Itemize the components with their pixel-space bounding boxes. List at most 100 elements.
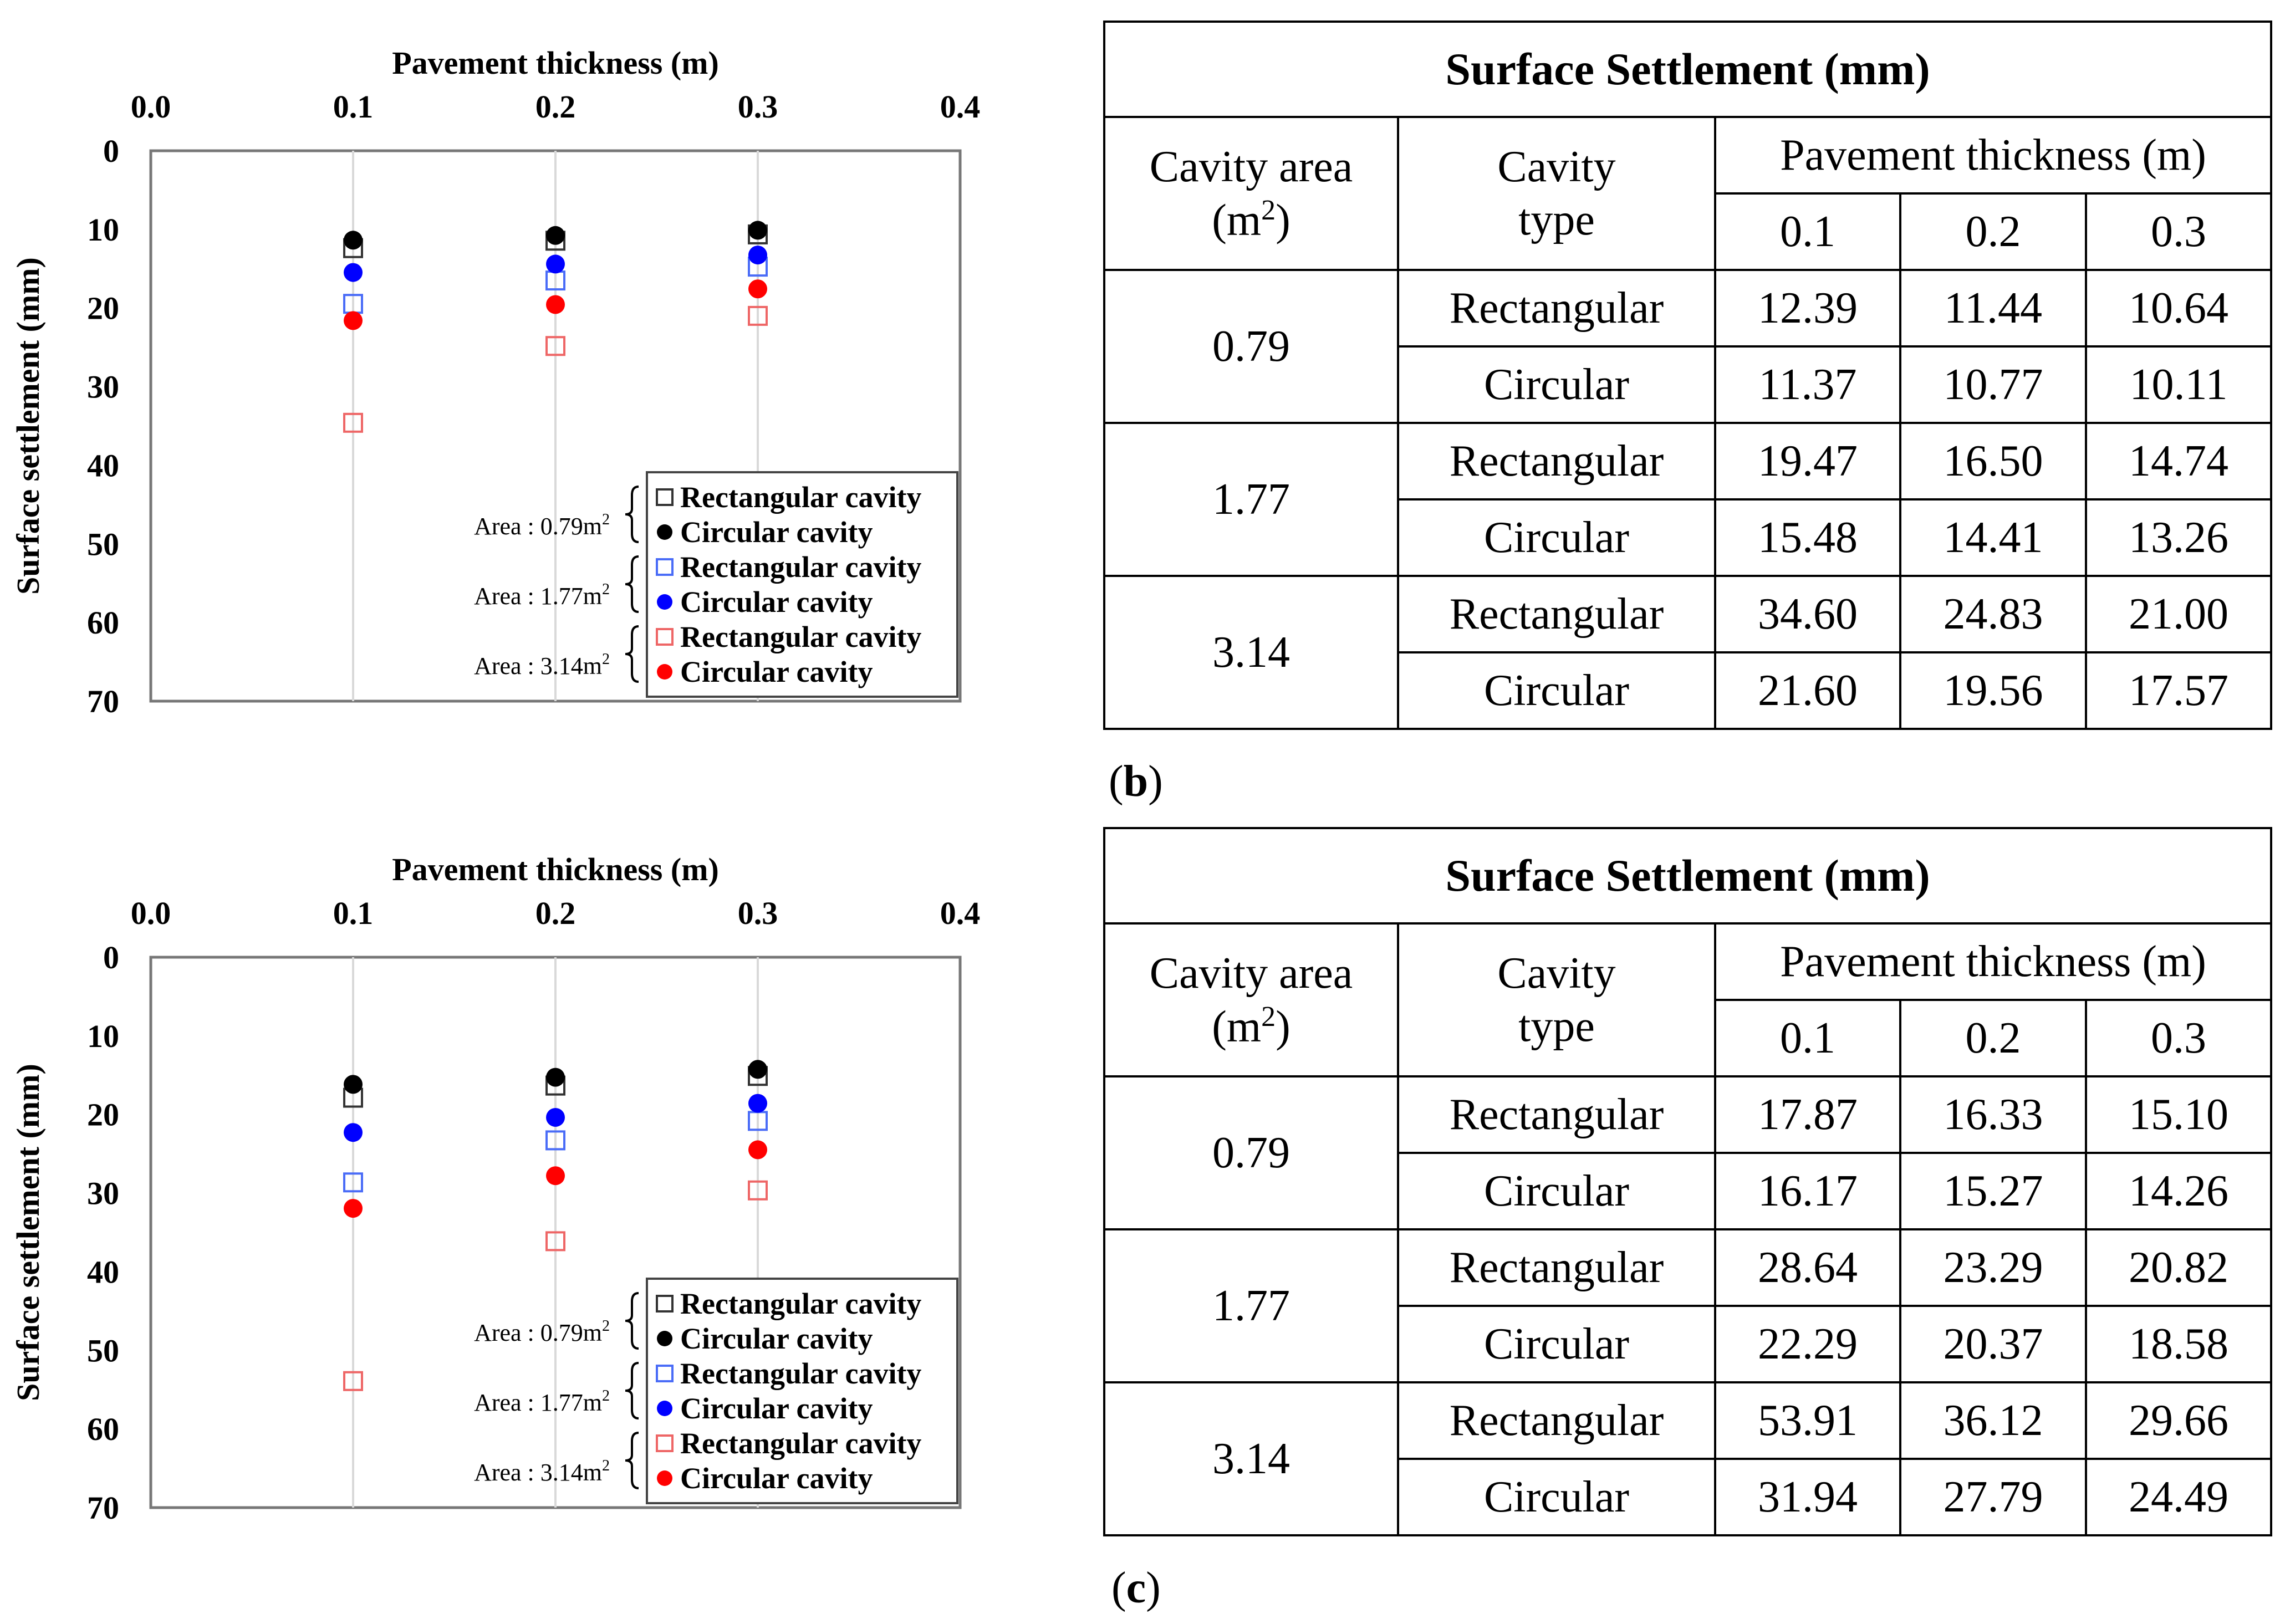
value-cell: 22.29 xyxy=(1714,1305,1901,1383)
header-cavity-type: Cavity type xyxy=(1397,116,1716,271)
legend-entry-label: Circular cavity xyxy=(680,1392,873,1425)
data-point-circle xyxy=(546,226,565,245)
value-cell: 10.64 xyxy=(2084,269,2273,348)
value-cell: 27.79 xyxy=(1899,1458,2087,1536)
data-point-circle xyxy=(344,1075,363,1094)
value-cell: 14.26 xyxy=(2084,1152,2273,1230)
data-point-square xyxy=(343,1172,363,1193)
value-cell: 36.12 xyxy=(1899,1381,2087,1460)
table-row: 0.79 Rectangular 12.39 11.44 10.64 xyxy=(1103,269,2273,424)
table-row: 3.14 Rectangular 34.60 24.83 21.00 xyxy=(1103,575,2273,730)
table-row: Circular 31.94 27.79 24.49 xyxy=(1104,1458,2273,1536)
caption-c: (c) xyxy=(1111,1564,1161,1612)
header-thickness-0: 0.1 xyxy=(1714,999,1901,1077)
header-cavity-area-label: Cavity area xyxy=(1149,142,1353,191)
y-tick-label: 0 xyxy=(103,939,119,976)
legend-marker-square xyxy=(656,628,674,646)
data-point-circle xyxy=(344,311,363,330)
data-point-circle xyxy=(546,254,565,274)
area-cell: 0.79 xyxy=(1103,1075,1399,1230)
type-cell: Rectangular xyxy=(1397,1228,1716,1307)
header-thickness-1: 0.2 xyxy=(1899,999,2087,1077)
legend-group-label: Area : 3.14m2 xyxy=(474,651,610,680)
data-point-square xyxy=(748,305,768,326)
value-cell: 24.49 xyxy=(2084,1458,2273,1536)
data-point-circle xyxy=(748,246,767,265)
table-row: Circular 21.60 19.56 17.57 xyxy=(1104,651,2273,730)
legend-box xyxy=(646,471,958,698)
legend-entry-label: Circular cavity xyxy=(680,1462,873,1495)
header-cavity-area-label: Cavity area xyxy=(1149,948,1353,998)
area-cell: 0.79 xyxy=(1103,269,1399,424)
type-cell: Circular xyxy=(1397,651,1716,730)
type-cell: Circular xyxy=(1397,1152,1716,1230)
data-point-circle xyxy=(546,1068,565,1087)
area-cell: 1.77 xyxy=(1103,422,1399,577)
legend-entry-label: Circular cavity xyxy=(680,585,873,619)
table-row: Circular 11.37 10.77 10.11 xyxy=(1104,345,2273,424)
legend-marker-circle xyxy=(657,1401,672,1416)
data-point-circle xyxy=(748,1060,767,1079)
value-cell: 14.41 xyxy=(1899,498,2087,577)
y-axis-label: Surface settlement (mm) xyxy=(10,257,46,595)
legend-marker-square xyxy=(656,1295,674,1313)
value-cell: 21.60 xyxy=(1714,651,1901,730)
table-row: 1.77 Rectangular 28.64 23.29 20.82 xyxy=(1103,1228,2273,1383)
table-row: 3.14 Rectangular 53.91 36.12 29.66 xyxy=(1103,1381,2273,1536)
legend-entry-label: Rectangular cavity xyxy=(680,481,921,514)
y-tick-label: 20 xyxy=(87,1097,119,1133)
value-cell: 14.74 xyxy=(2084,422,2273,501)
value-cell: 23.29 xyxy=(1899,1228,2087,1307)
area-cell: 3.14 xyxy=(1103,575,1399,730)
data-point-square xyxy=(545,1231,565,1252)
data-point-square xyxy=(545,336,565,356)
legend-brace xyxy=(625,486,639,543)
legend-entry-label: Circular cavity xyxy=(680,655,873,688)
legend-brace xyxy=(625,1362,639,1419)
value-cell: 12.39 xyxy=(1714,269,1901,348)
settlement-table: Surface Settlement (mm) Cavity area (m2)… xyxy=(1103,21,2273,730)
type-cell: Rectangular xyxy=(1397,1075,1716,1154)
value-cell: 10.11 xyxy=(2084,345,2273,424)
table-title: Surface Settlement (mm) xyxy=(1103,21,2273,118)
y-tick-label: 50 xyxy=(87,526,119,562)
value-cell: 11.37 xyxy=(1714,345,1901,424)
legend-group-label: Area : 1.77m2 xyxy=(474,581,610,610)
value-cell: 16.50 xyxy=(1899,422,2087,501)
value-cell: 18.58 xyxy=(2084,1305,2273,1383)
header-pavement-thickness: Pavement thickness (m) xyxy=(1713,922,2273,1001)
legend-brace xyxy=(625,1292,639,1350)
legend-box xyxy=(646,1278,958,1504)
legend-marker-circle xyxy=(657,1331,672,1346)
data-point-circle xyxy=(344,231,363,250)
x-tick-label: 0.1 xyxy=(333,895,374,931)
legend-entry-label: Rectangular cavity xyxy=(680,620,921,653)
x-tick-label: 0.1 xyxy=(333,89,374,125)
value-cell: 53.91 xyxy=(1714,1381,1901,1460)
legend-marker-square xyxy=(656,558,674,576)
legend-group-label: Area : 1.77m2 xyxy=(474,1387,610,1416)
type-cell: Circular xyxy=(1397,1458,1716,1536)
data-point-circle xyxy=(748,221,767,240)
settlement-chart-top: 0.0 0.1 0.2 0.3 0.4 Pavement thickness (m) 0 10… xyxy=(10,45,980,719)
data-point-square xyxy=(343,412,363,433)
data-point-circle xyxy=(344,1123,363,1142)
legend-entry-label: Rectangular cavity xyxy=(680,1357,921,1390)
legend-entry-label: Rectangular cavity xyxy=(680,1287,921,1320)
x-tick-label: 0.2 xyxy=(535,89,576,125)
header-thickness-2: 0.3 xyxy=(2084,192,2273,271)
area-cell: 1.77 xyxy=(1103,1228,1399,1383)
value-cell: 17.87 xyxy=(1714,1075,1901,1154)
value-cell: 15.27 xyxy=(1899,1152,2087,1230)
legend-marker-circle xyxy=(657,524,672,540)
header-thickness-1: 0.2 xyxy=(1899,192,2087,271)
caption-b: (b) xyxy=(1109,757,1163,806)
x-tick-label: 0.3 xyxy=(738,895,778,931)
header-cavity-area: Cavity area (m2) xyxy=(1103,116,1399,271)
x-axis-label: Pavement thickness (m) xyxy=(392,45,719,81)
y-tick-label: 10 xyxy=(87,1018,119,1054)
value-cell: 24.83 xyxy=(1899,575,2087,653)
value-cell: 16.33 xyxy=(1899,1075,2087,1154)
x-tick-label: 0.0 xyxy=(131,89,171,125)
header-thickness-0: 0.1 xyxy=(1714,192,1901,271)
